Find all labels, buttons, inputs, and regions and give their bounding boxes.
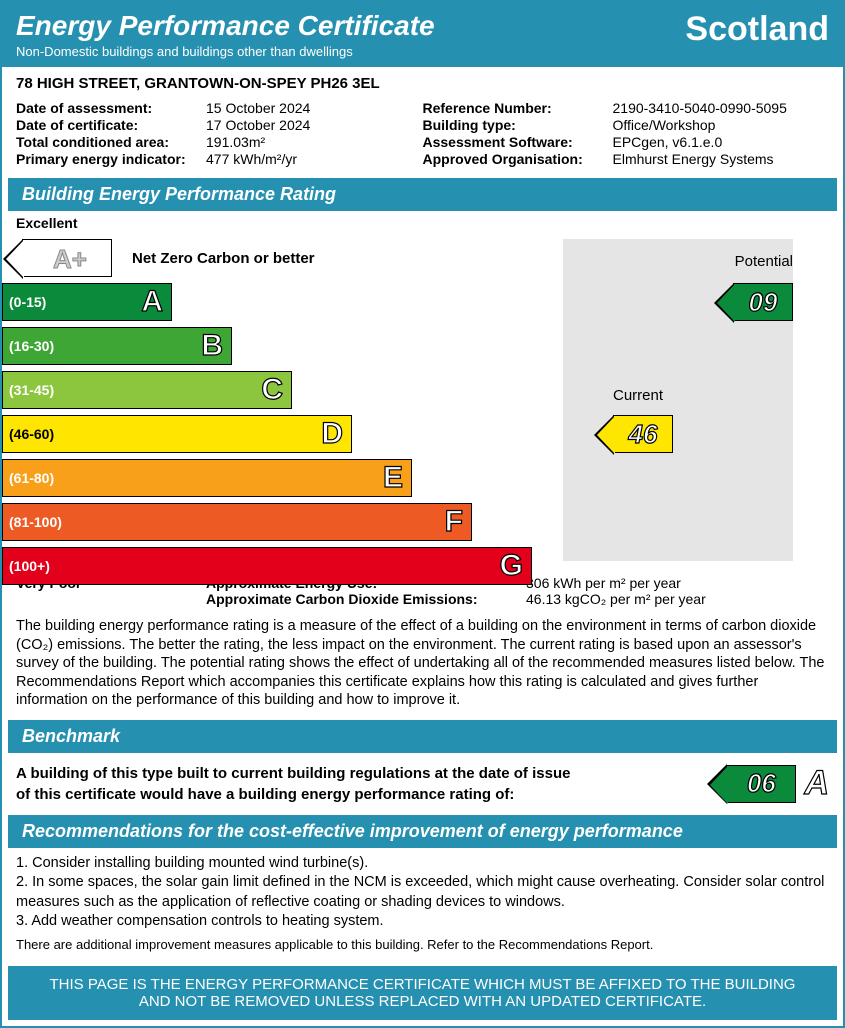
region-label: Scotland (685, 10, 829, 49)
excellent-label: Excellent (2, 211, 843, 233)
band-range: (100+) (3, 558, 50, 574)
meta-value: 191.03m² (206, 134, 423, 150)
recommendations-block: 1. Consider installing building mounted … (2, 848, 843, 962)
meta-row: Date of certificate:17 October 2024 (16, 117, 423, 133)
meta-value: EPCgen, v6.1.e.0 (613, 134, 830, 150)
meta-row: Date of assessment:15 October 2024 (16, 100, 423, 116)
benchmark-value: 06 (747, 768, 776, 799)
header-left: Energy Performance Certificate Non-Domes… (16, 10, 435, 59)
rating-band-b: (16-30) B (2, 327, 232, 365)
current-label: Current (613, 387, 663, 404)
property-address: 78 HIGH STREET, GRANTOWN-ON-SPEY PH26 3E… (2, 67, 843, 96)
meta-label: Total conditioned area: (16, 134, 206, 150)
rating-band-e: (61-80) E (2, 459, 412, 497)
meta-label: Primary energy indicator: (16, 151, 206, 167)
band-range: (46-60) (3, 426, 54, 442)
meta-row: Reference Number:2190-3410-5040-0990-509… (423, 100, 830, 116)
meta-value: 15 October 2024 (206, 100, 423, 116)
recommendation-item: 2. In some spaces, the solar gain limit … (16, 873, 829, 912)
meta-value: Office/Workshop (613, 117, 830, 133)
meta-row: Building type:Office/Workshop (423, 117, 830, 133)
benchmark-arrow: 06 (726, 765, 796, 803)
aplus-arrow: A+ (22, 239, 112, 277)
recs-title: Recommendations for the cost-effective i… (8, 815, 837, 848)
rating-band-c: (31-45) C (2, 371, 292, 409)
current-arrow: 46 (613, 415, 673, 453)
approx-co2-label: Approximate Carbon Dioxide Emissions: (206, 591, 526, 607)
meta-row: Approved Organisation:Elmhurst Energy Sy… (423, 151, 830, 167)
band-letter: B (201, 329, 223, 363)
benchmark-title: Benchmark (8, 720, 837, 753)
meta-row: Total conditioned area:191.03m² (16, 134, 423, 150)
benchmark-pointer: 06 A (726, 764, 829, 803)
recommendation-item: 1. Consider installing building mounted … (16, 854, 829, 874)
footer-notice: THIS PAGE IS THE ENERGY PERFORMANCE CERT… (8, 966, 837, 1020)
description-text: The building energy performance rating i… (2, 613, 843, 720)
benchmark-letter: A (804, 764, 829, 803)
certificate-page: Energy Performance Certificate Non-Domes… (0, 0, 845, 1028)
potential-arrow: 09 (733, 283, 793, 321)
doc-subtitle: Non-Domestic buildings and buildings oth… (16, 44, 435, 59)
approx-co2-value: 46.13 kgCO₂ per m² per year (526, 591, 706, 607)
current-pointer: Current 46 (613, 415, 673, 453)
band-letter: A (141, 285, 163, 319)
aplus-letter: A+ (53, 244, 87, 275)
band-range: (81-100) (3, 514, 62, 530)
band-range: (31-45) (3, 382, 54, 398)
band-range: (0-15) (3, 294, 46, 310)
meta-label: Building type: (423, 117, 613, 133)
band-aplus: A+ Net Zero Carbon or better (22, 239, 315, 277)
meta-row: Assessment Software:EPCgen, v6.1.e.0 (423, 134, 830, 150)
band-letter: F (445, 505, 463, 539)
recommendation-item: 3. Add weather compensation controls to … (16, 912, 829, 932)
potential-value: 09 (749, 287, 778, 318)
meta-label: Date of assessment: (16, 100, 206, 116)
rating-band-a: (0-15) A (2, 283, 172, 321)
approx-energy-value: 306 kWh per m² per year (526, 575, 681, 591)
band-letter: D (321, 417, 343, 451)
benchmark-text: A building of this type built to current… (16, 763, 576, 805)
potential-label: Potential (735, 253, 793, 270)
meta-label: Assessment Software: (423, 134, 613, 150)
meta-label: Reference Number: (423, 100, 613, 116)
meta-col-right: Reference Number:2190-3410-5040-0990-509… (423, 100, 830, 168)
doc-title: Energy Performance Certificate (16, 10, 435, 42)
band-letter: G (500, 549, 523, 583)
meta-col-left: Date of assessment:15 October 2024Date o… (16, 100, 423, 168)
meta-value: Elmhurst Energy Systems (613, 151, 830, 167)
meta-label: Approved Organisation: (423, 151, 613, 167)
rating-section-title: Building Energy Performance Rating (8, 178, 837, 211)
meta-value: 17 October 2024 (206, 117, 423, 133)
meta-label: Date of certificate: (16, 117, 206, 133)
rating-band-g: (100+) G (2, 547, 532, 585)
band-range: (16-30) (3, 338, 54, 354)
meta-value: 2190-3410-5040-0990-5095 (613, 100, 830, 116)
band-range: (61-80) (3, 470, 54, 486)
potential-pointer: Potential 09 (733, 283, 793, 321)
current-value: 46 (629, 419, 658, 450)
meta-value: 477 kWh/m²/yr (206, 151, 423, 167)
benchmark-row: A building of this type built to current… (2, 753, 843, 815)
band-letter: E (383, 461, 403, 495)
aplus-label: Net Zero Carbon or better (132, 250, 315, 267)
band-letter: C (261, 373, 283, 407)
meta-block: Date of assessment:15 October 2024Date o… (2, 96, 843, 178)
rating-band-d: (46-60) D (2, 415, 352, 453)
header: Energy Performance Certificate Non-Domes… (2, 2, 843, 67)
rating-band-f: (81-100) F (2, 503, 472, 541)
recs-note: There are additional improvement measure… (16, 936, 829, 954)
meta-row: Primary energy indicator:477 kWh/m²/yr (16, 151, 423, 167)
rating-chart: A+ Net Zero Carbon or better (0-15) A (16-… (2, 233, 843, 573)
